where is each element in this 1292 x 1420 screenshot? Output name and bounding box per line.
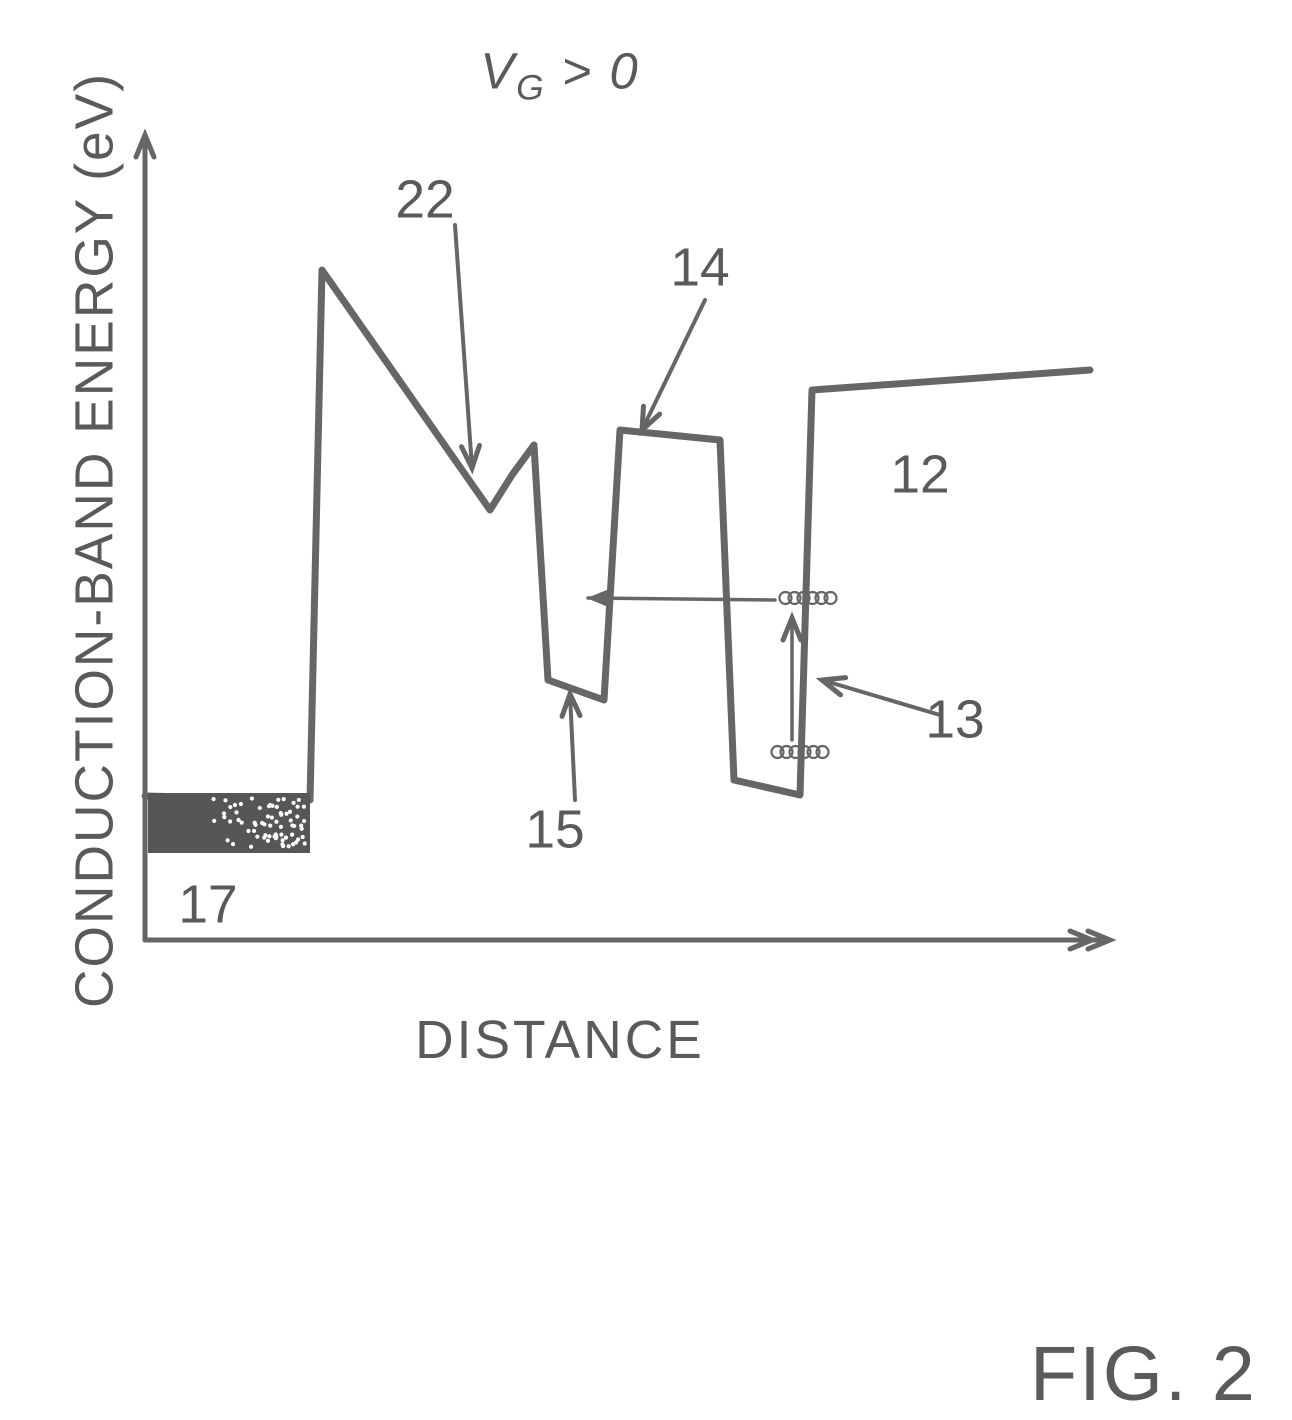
figure-stage: VG > 0 DISTANCE CONDUCTION-BAND ENERGY (… xyxy=(0,0,1292,1415)
condition-title: VG > 0 xyxy=(480,41,639,108)
callout-label: 17 xyxy=(178,875,237,936)
callout-label: 13 xyxy=(925,690,984,751)
figure-caption: FIG. 2 xyxy=(1030,1330,1257,1419)
callout-label: 15 xyxy=(525,800,584,861)
x-axis-label: DISTANCE xyxy=(415,1010,705,1071)
figure-svg xyxy=(0,0,1292,1415)
callout-label: 12 xyxy=(890,445,949,506)
callout-label: 22 xyxy=(395,170,454,231)
y-axis-label: CONDUCTION-BAND ENERGY (eV) xyxy=(65,72,126,1008)
callout-label: 14 xyxy=(670,238,729,299)
